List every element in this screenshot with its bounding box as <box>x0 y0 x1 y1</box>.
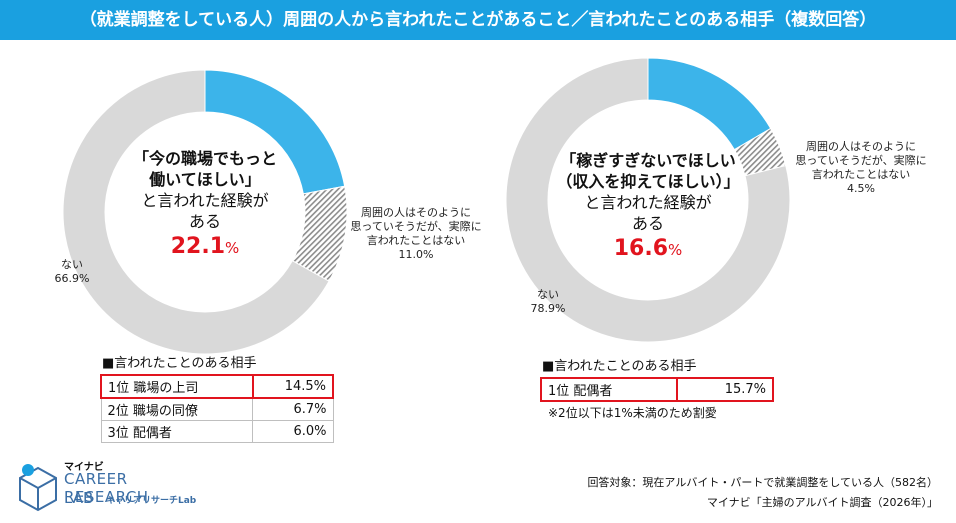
ranking-value: 6.7% <box>252 397 334 421</box>
ranking-cell: 1位 職場の上司 <box>100 374 254 399</box>
logo: マイナビ CAREER RESEARCH LAB キャリアリサーチLab <box>16 458 216 518</box>
donut-slice-none <box>62 69 330 355</box>
ranking-value: 15.7% <box>676 377 774 402</box>
label-line: ない <box>537 288 559 301</box>
label-line: 言われたことはない <box>811 168 911 181</box>
ranking-row: 1位 配偶者 15.7% <box>539 377 774 402</box>
highlight-unit: % <box>225 239 240 257</box>
donut-center-text-workplace: 「今の職場でもっと 働いてほしい」 と言われた経験が ある 22.1% <box>110 148 300 263</box>
center-line-2: （収入を抑えてほしい）」 <box>556 172 740 191</box>
highlight-percent: 16.6% <box>548 234 748 265</box>
donut-chart-workplace <box>62 69 348 355</box>
ranking-row: 3位 配偶者 6.0% <box>100 420 334 443</box>
center-line-1: 「稼ぎすぎないでほしい <box>560 151 736 170</box>
ranking-value: 6.0% <box>252 420 334 443</box>
label-line: ない <box>61 258 83 271</box>
ranking-table-income: 1位 配偶者 15.7% <box>539 377 774 402</box>
ranking-name: 配偶者 <box>132 426 172 441</box>
label-value: 66.9% <box>54 272 90 285</box>
highlight-percent: 22.1% <box>110 232 300 263</box>
ranking-row: 1位 職場の上司 14.5% <box>100 374 335 399</box>
label-line: 周囲の人はそのように <box>361 206 471 219</box>
logo-line3: キャリアリサーチLab <box>106 496 197 506</box>
segment-label-none: ない 78.9% <box>518 288 578 316</box>
label-value: 4.5% <box>847 182 875 195</box>
label-line: 言われたことはない <box>366 234 466 247</box>
donut-slice-none <box>505 57 791 343</box>
label-line: 思っていそうだが、実際に <box>795 154 927 167</box>
center-line-4: ある <box>188 212 221 231</box>
ranking-title: ■言われたことのある相手 <box>542 359 697 374</box>
segment-label-surrounding: 周囲の人はそのように 思っていそうだが、実際に 言われたことはない 11.0% <box>346 206 486 262</box>
center-line-3: と言われた経験が <box>584 193 712 212</box>
ranking-name: 配偶者 <box>573 384 613 399</box>
survey-source: マイナビ「主婦のアルバイト調査（2026年）」 <box>706 496 938 509</box>
logo-line2: LAB <box>64 489 94 507</box>
center-line-2: 働いてほしい」 <box>149 170 261 189</box>
ranking-cell: 3位 配偶者 <box>100 420 254 443</box>
center-line-3: と言われた経験が <box>141 191 269 210</box>
label-value: 78.9% <box>530 302 566 315</box>
ranking-row: 2位 職場の同僚 6.7% <box>100 397 334 421</box>
highlight-unit: % <box>668 241 683 259</box>
ranking-value: 14.5% <box>251 374 335 399</box>
donut-slice-said <box>647 57 772 151</box>
logo-line1: CAREER RESEARCH <box>64 470 149 506</box>
center-line-4: ある <box>631 214 664 233</box>
ranking-rank: 1位 <box>548 384 570 399</box>
ranking-title: ■言われたことのある相手 <box>102 356 257 371</box>
ranking-name: 職場の同僚 <box>132 404 198 419</box>
label-line: 思っていそうだが、実際に <box>350 220 482 233</box>
label-value: 11.0% <box>398 248 434 261</box>
ranking-cell: 1位 配偶者 <box>539 377 679 402</box>
logo-brand: マイナビ <box>64 462 104 473</box>
label-line: 周囲の人はそのように <box>806 140 916 153</box>
ranking-rank: 2位 <box>107 404 129 419</box>
ranking-rank: 3位 <box>107 426 129 441</box>
donut-center-text-income: 「稼ぎすぎないでほしい （収入を抑えてほしい）」 と言われた経験が ある 16.… <box>548 150 748 265</box>
page-title: （就業調整をしている人）周囲の人から言われたことがあること／言われたことのある相… <box>0 0 956 40</box>
ranking-name: 職場の上司 <box>133 381 199 396</box>
center-line-1: 「今の職場でもっと <box>132 149 277 168</box>
cube-logo-icon <box>19 464 57 512</box>
highlight-value: 16.6 <box>613 236 668 261</box>
highlight-value: 22.1 <box>170 234 225 259</box>
donut-chart-income <box>505 57 791 343</box>
ranking-table-workplace: 1位 職場の上司 14.5% 2位 職場の同僚 6.7% 3位 配偶者 6.0% <box>100 374 335 443</box>
ranking-note: ※2位以下は1%未満のため割愛 <box>548 406 717 420</box>
ranking-rank: 1位 <box>108 381 130 396</box>
ranking-cell: 2位 職場の同僚 <box>100 397 254 421</box>
segment-label-surrounding: 周囲の人はそのように 思っていそうだが、実際に 言われたことはない 4.5% <box>786 140 936 196</box>
survey-target: 回答対象：現在アルバイト・パートで就業調整をしている人（582名） <box>587 476 938 489</box>
segment-label-none: ない 66.9% <box>42 258 102 286</box>
